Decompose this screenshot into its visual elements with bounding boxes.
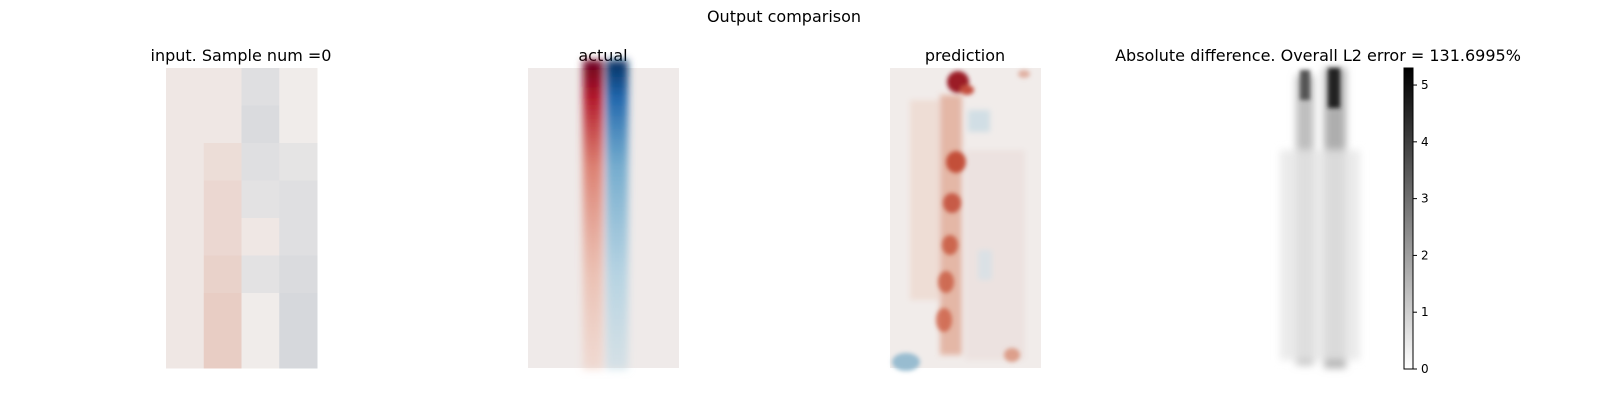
input-heatmap-cell <box>279 68 318 106</box>
panel-prediction-title: prediction <box>925 46 1005 65</box>
input-heatmap-cell <box>279 293 318 331</box>
input-heatmap-cell <box>203 68 242 106</box>
actual-heatmap <box>583 60 628 370</box>
prediction-blob-top-edge <box>960 85 974 95</box>
difference-top-dark-left <box>1300 70 1310 100</box>
colorbar-tick-label: 4 <box>1421 135 1429 149</box>
input-heatmap-cell <box>166 330 205 369</box>
input-heatmap-cell <box>241 105 280 144</box>
prediction-blob-5 <box>938 271 954 293</box>
difference-top-dark-right <box>1328 68 1340 108</box>
panel-actual: actual <box>528 46 679 370</box>
input-heatmap-cell <box>166 68 205 106</box>
colorbar-gradient <box>1403 67 1414 370</box>
input-heatmap-cell <box>166 180 205 219</box>
input-heatmap-cell <box>203 218 242 256</box>
input-heatmap-cell <box>279 330 318 369</box>
prediction-blue-patch-top <box>968 110 990 132</box>
panel-prediction: prediction <box>890 46 1041 371</box>
input-heatmap-cell <box>279 105 318 144</box>
prediction-blob-4 <box>942 235 958 255</box>
input-heatmap-cell <box>166 218 205 256</box>
input-heatmap-cell <box>241 330 280 369</box>
input-heatmap <box>166 68 318 369</box>
difference-faint-band <box>1280 150 1360 360</box>
colorbar-tick-label: 1 <box>1421 305 1429 319</box>
prediction-blob-6 <box>936 308 952 332</box>
input-heatmap-cell <box>241 143 280 181</box>
prediction-small-red-topright <box>1018 70 1030 78</box>
prediction-small-red-right <box>1004 348 1020 362</box>
input-heatmap-cell <box>166 255 205 294</box>
input-heatmap-cell <box>166 293 205 331</box>
colorbar-tick-label: 0 <box>1421 362 1429 376</box>
prediction-blue-patch-mid <box>978 250 992 280</box>
input-heatmap-cell <box>203 293 242 331</box>
input-heatmap-cell <box>166 105 205 144</box>
colorbar-tick-label: 5 <box>1421 78 1429 92</box>
input-heatmap-cell <box>279 218 318 256</box>
input-heatmap-cell <box>241 293 280 331</box>
input-heatmap-cell <box>203 180 242 219</box>
figure-suptitle: Output comparison <box>707 7 861 26</box>
actual-red-streak <box>583 60 603 370</box>
prediction-faint-left <box>910 100 940 300</box>
input-heatmap-cell <box>203 255 242 294</box>
panel-difference: Absolute difference. Overall L2 error = … <box>1115 46 1521 376</box>
panel-input: input. Sample num =0 <box>151 46 332 369</box>
input-heatmap-cell <box>203 143 242 181</box>
difference-heatmap <box>1280 68 1360 368</box>
input-heatmap-cell <box>241 255 280 294</box>
input-heatmap-cell <box>279 143 318 181</box>
colorbar: 0 1 2 3 4 5 <box>1403 67 1429 376</box>
panel-input-title: input. Sample num =0 <box>151 46 332 65</box>
input-heatmap-cell <box>279 255 318 294</box>
prediction-blob-2 <box>946 151 966 173</box>
input-heatmap-cell <box>241 180 280 219</box>
panel-difference-title: Absolute difference. Overall L2 error = … <box>1115 46 1521 65</box>
prediction-light-right <box>965 150 1025 360</box>
input-heatmap-cell <box>279 180 318 219</box>
input-heatmap-cell <box>241 68 280 106</box>
prediction-blob-3 <box>943 193 961 213</box>
colorbar-tick-label: 3 <box>1421 192 1429 206</box>
input-heatmap-cell <box>241 218 280 256</box>
prediction-blob-bottom-left <box>892 353 920 371</box>
input-heatmap-cell <box>203 105 242 144</box>
input-heatmap-cell <box>203 330 242 369</box>
colorbar-tick-label: 2 <box>1421 248 1429 262</box>
actual-heatmap-background <box>528 68 679 368</box>
prediction-heatmap <box>892 70 1030 371</box>
input-heatmap-cell <box>166 143 205 181</box>
actual-blue-streak <box>606 60 628 370</box>
